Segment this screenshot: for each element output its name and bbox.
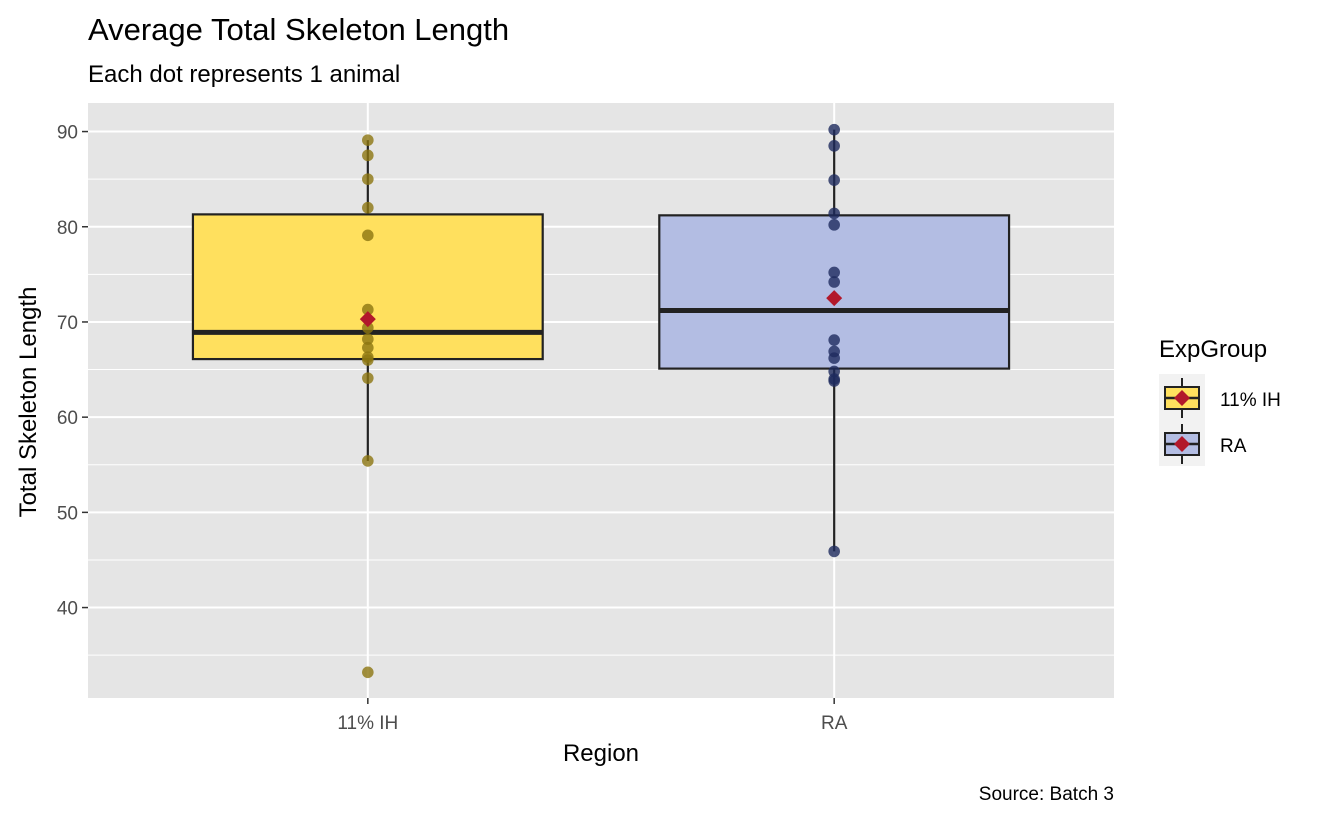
plot-panel — [88, 103, 1114, 698]
data-point — [362, 303, 374, 316]
y-tick-label: 80 — [57, 218, 78, 239]
x-axis-title: Region — [563, 740, 639, 767]
data-point — [362, 201, 374, 214]
legend: ExpGroup 11% IH RA — [1159, 336, 1281, 466]
data-point — [362, 149, 374, 162]
data-point — [828, 219, 840, 231]
legend-label: RA — [1220, 436, 1247, 457]
data-point — [362, 341, 374, 354]
data-point — [362, 666, 374, 679]
box-group — [658, 123, 1011, 558]
legend-key-mean — [1174, 436, 1190, 452]
y-tick-label: 50 — [57, 503, 78, 524]
data-point — [362, 354, 374, 366]
data-point — [828, 207, 840, 220]
data-point — [362, 173, 374, 185]
y-tick-label: 60 — [57, 408, 78, 429]
data-point — [362, 229, 374, 242]
data-point — [828, 276, 840, 288]
x-tick-label: 11% IH — [337, 713, 398, 734]
data-point — [828, 375, 840, 387]
data-point — [828, 123, 840, 136]
y-axis-title: Total Skeleton Length — [15, 287, 42, 518]
data-point — [828, 545, 840, 558]
y-tick-label: 70 — [57, 313, 78, 334]
data-point — [828, 266, 840, 279]
x-axis-ticks: 11% IH RA — [337, 698, 848, 734]
box-group — [191, 134, 544, 679]
legend-title: ExpGroup — [1159, 336, 1267, 363]
mean-marker — [359, 311, 376, 328]
y-axis-ticks: 40 50 60 70 80 90 — [57, 123, 88, 620]
data-point — [362, 321, 374, 334]
chart-title: Average Total Skeleton Length — [88, 12, 509, 47]
chart-subtitle: Each dot represents 1 animal — [88, 61, 400, 88]
mean-marker — [826, 290, 843, 307]
data-point — [828, 352, 840, 364]
legend-item: RA — [1159, 422, 1247, 466]
y-tick-label: 90 — [57, 123, 78, 144]
legend-label: 11% IH — [1220, 390, 1281, 411]
y-tick-label: 40 — [57, 599, 78, 620]
data-point — [362, 134, 374, 146]
data-point — [828, 140, 840, 152]
x-tick-label: RA — [821, 713, 848, 734]
chart-caption: Source: Batch 3 — [979, 784, 1114, 805]
legend-key-mean — [1174, 390, 1190, 406]
panel-background — [88, 103, 1114, 698]
data-point — [362, 372, 374, 384]
data-point — [828, 174, 840, 186]
data-point — [828, 334, 840, 346]
data-point — [362, 333, 374, 345]
data-point — [362, 455, 374, 467]
legend-item: 11% IH — [1159, 376, 1281, 420]
